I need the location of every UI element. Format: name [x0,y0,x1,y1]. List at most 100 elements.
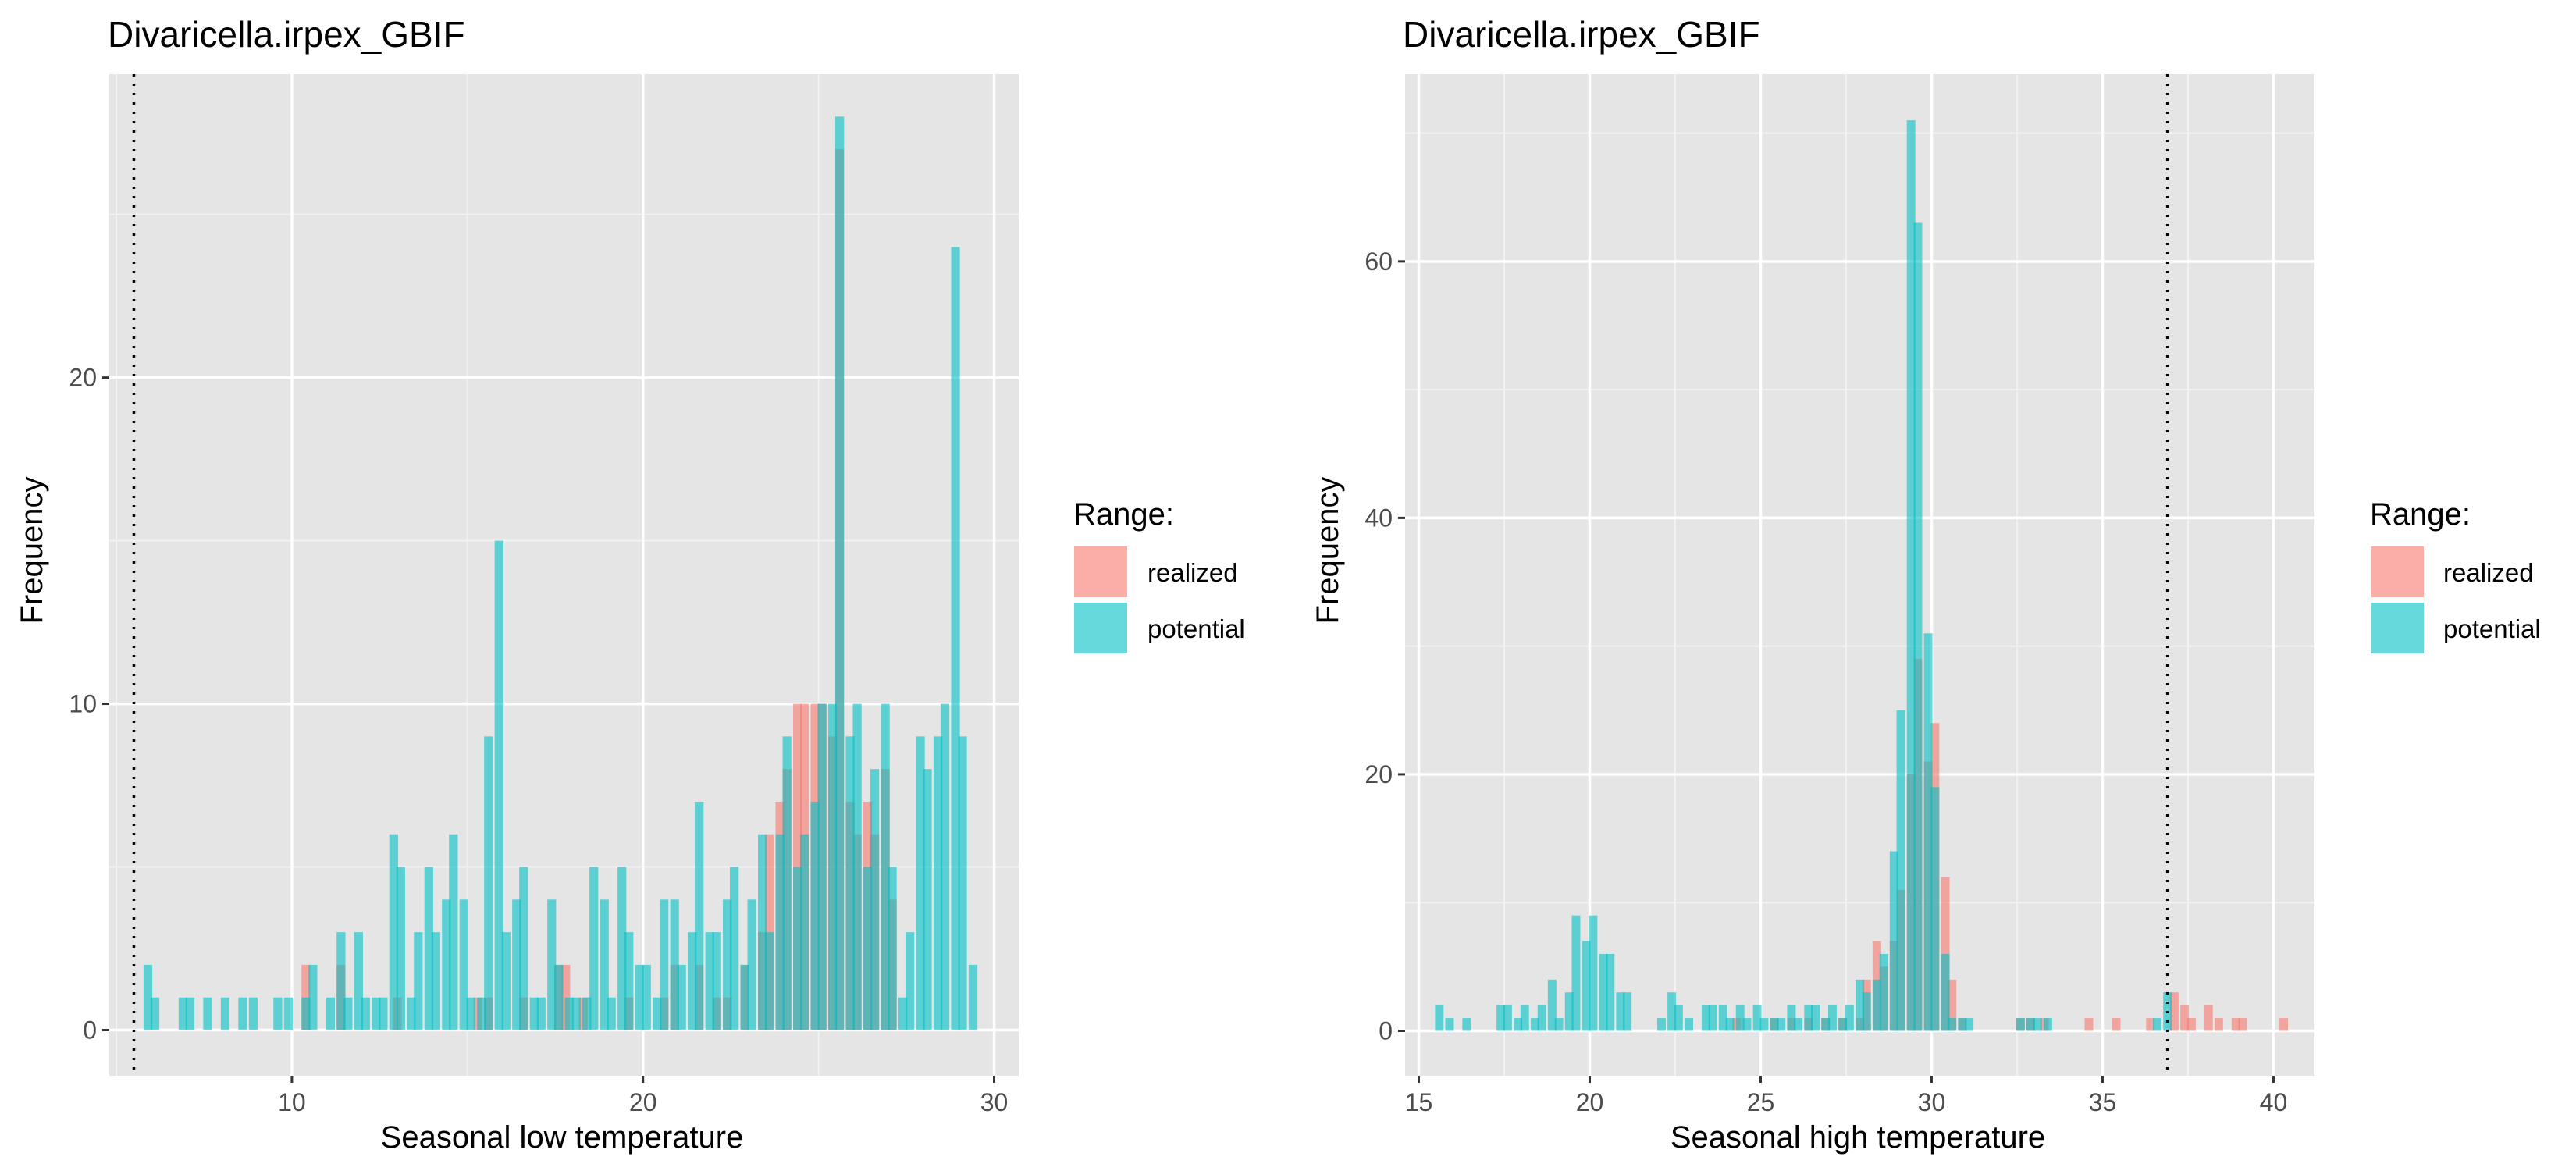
bar-potential [1948,1018,1957,1031]
legend-label-potential: potential [2443,614,2541,643]
bar-potential [923,769,932,1030]
bar-potential [810,801,820,1030]
bar-potential [1811,1005,1820,1031]
bar-potential [1725,1018,1735,1031]
bar-potential [571,997,581,1030]
bar-potential [677,964,686,1030]
bar-potential [494,540,503,1030]
legend-key-realized [1074,546,1127,597]
bar-potential [775,834,785,1030]
legend-key-realized [2371,546,2424,597]
bar-potential [1537,1005,1546,1031]
chart-title: Divaricella.irpex_GBIF [1403,14,1760,55]
bar-potential [414,932,423,1030]
bar-potential [916,736,925,1030]
bar-potential [958,736,967,1030]
bar-potential [449,834,458,1030]
bar-potential [484,736,493,1030]
bar-potential [1759,1018,1769,1031]
bar-potential [723,899,732,1030]
x-tick-label: 15 [1405,1088,1433,1116]
y-tick-label: 40 [1364,504,1393,532]
bar-potential [1564,992,1574,1031]
plot-area: 10 20 30 0 10 20 [69,74,1019,1116]
bar-potential [519,867,528,1030]
bar-potential [1913,222,1923,1031]
bar-potential [372,997,381,1030]
x-tick-label: 20 [1576,1088,1604,1116]
bar-potential [1889,851,1898,1031]
y-tick-label: 10 [69,690,97,718]
y-tick-label: 0 [83,1016,97,1044]
bar-potential [1787,1005,1796,1031]
bar-realized [2231,1018,2240,1031]
bar-realized [2169,992,2179,1031]
bar-potential [863,867,873,1030]
bar-potential [624,932,634,1030]
bar-potential [1599,953,1608,1031]
bar-potential [888,867,897,1030]
panel-background [1405,74,2314,1076]
bar-realized [2238,1018,2247,1031]
bar-potential [635,964,644,1030]
bar-potential [660,899,669,1030]
bar-potential [547,899,557,1030]
bar-potential [600,899,609,1030]
bar-potential [765,932,774,1030]
legend-key-potential [2371,603,2424,653]
bar-potential [817,703,827,1030]
bar-potential [1879,953,1888,1031]
bar-realized [2214,1018,2223,1031]
bar-potential [1827,1005,1837,1031]
legend-title: Range: [2370,497,2471,532]
bar-potential [501,932,511,1030]
bar-potential [607,997,616,1030]
high-temperature-panel: 15 20 25 30 35 40 0 20 40 60 Divaricella.irpex_GB… [1311,14,2541,1155]
bar-potential [1896,710,1905,1031]
bar-potential [442,899,451,1030]
bar-potential [1718,1005,1727,1031]
bar-potential [336,932,346,1030]
bar-potential [1445,1018,1454,1031]
bar-potential [564,997,574,1030]
bar-potential [354,932,363,1030]
bar-potential [2033,1018,2042,1031]
bar-potential [529,997,539,1030]
legend: Range: realized potential [1073,497,1245,653]
bar-potential [459,899,468,1030]
bar-potential [1530,1018,1539,1031]
bar-realized [2204,1005,2213,1031]
bar-realized [2112,1018,2121,1031]
bar-realized [2084,1018,2094,1031]
bar-potential [589,867,599,1030]
bar-potential [617,867,627,1030]
bar-potential [1965,1018,1974,1031]
bar-potential [283,997,294,1030]
bar-potential [747,899,756,1030]
bar-potential [343,997,353,1030]
bar-potential [273,997,283,1030]
x-axis-label: Seasonal high temperature [1670,1120,2045,1155]
bar-potential [220,997,230,1030]
bar-potential [670,899,679,1030]
bar-potential [150,997,160,1030]
bar-potential [361,997,370,1030]
bar-potential [1708,1005,1717,1031]
bar-potential [827,703,838,1030]
bar-potential [968,964,978,1030]
y-axis-label: Frequency [1311,477,1345,625]
x-tick-label: 40 [2260,1088,2288,1116]
y-tick-label: 20 [69,364,97,392]
bar-potential [2016,1018,2025,1031]
bar-potential [1941,953,1950,1031]
bar-potential [2026,1018,2035,1031]
bar-potential [834,116,845,1030]
bar-potential [870,769,880,1030]
bar-realized [765,834,774,1030]
bar-potential [379,997,388,1030]
y-tick-label: 20 [1364,760,1393,788]
bar-realized [2146,1018,2155,1031]
bar-potential [799,834,809,1030]
bar-potential [1872,979,1881,1031]
